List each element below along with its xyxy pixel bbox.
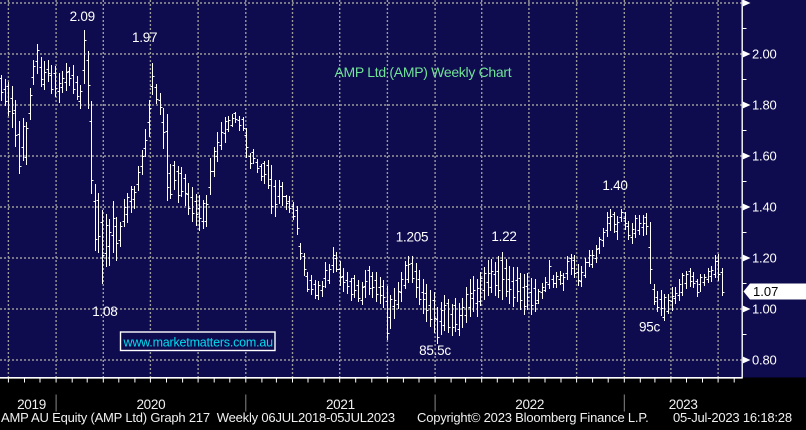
svg-text:1.00: 1.00 bbox=[752, 302, 777, 317]
svg-text:2.09: 2.09 bbox=[70, 9, 95, 24]
svg-text:85.5c: 85.5c bbox=[419, 343, 451, 358]
svg-text:Copyright© 2023 Bloomberg Fina: Copyright© 2023 Bloomberg Finance L.P. bbox=[417, 410, 649, 425]
svg-text:2023: 2023 bbox=[669, 397, 698, 412]
svg-text:2019: 2019 bbox=[17, 397, 46, 412]
svg-text:1.08: 1.08 bbox=[92, 304, 117, 319]
svg-text:AMP AU Equity (AMP Ltd) Graph: AMP AU Equity (AMP Ltd) Graph 217 Weekly… bbox=[1, 410, 395, 425]
svg-text:1.07: 1.07 bbox=[753, 284, 778, 299]
svg-text:2021: 2021 bbox=[326, 397, 355, 412]
svg-text:www.marketmatters.com.au: www.marketmatters.com.au bbox=[123, 336, 274, 350]
svg-text:1.80: 1.80 bbox=[752, 98, 777, 113]
svg-text:95c: 95c bbox=[639, 320, 661, 335]
svg-text:1.40: 1.40 bbox=[752, 200, 777, 215]
svg-text:2.00: 2.00 bbox=[752, 47, 777, 62]
svg-text:1.20: 1.20 bbox=[752, 251, 777, 266]
svg-text:05-Jul-2023 16:18:28: 05-Jul-2023 16:18:28 bbox=[673, 410, 792, 425]
svg-text:0.80: 0.80 bbox=[752, 353, 777, 368]
svg-text:1.22: 1.22 bbox=[491, 229, 516, 244]
svg-text:1.205: 1.205 bbox=[396, 230, 429, 245]
svg-text:1.60: 1.60 bbox=[752, 149, 777, 164]
svg-text:1.40: 1.40 bbox=[602, 178, 627, 193]
svg-text:2020: 2020 bbox=[136, 397, 165, 412]
svg-text:1.97: 1.97 bbox=[132, 30, 157, 45]
svg-text:AMP Ltd (AMP) Weekly Chart: AMP Ltd (AMP) Weekly Chart bbox=[335, 64, 512, 80]
svg-text:2022: 2022 bbox=[515, 397, 544, 412]
